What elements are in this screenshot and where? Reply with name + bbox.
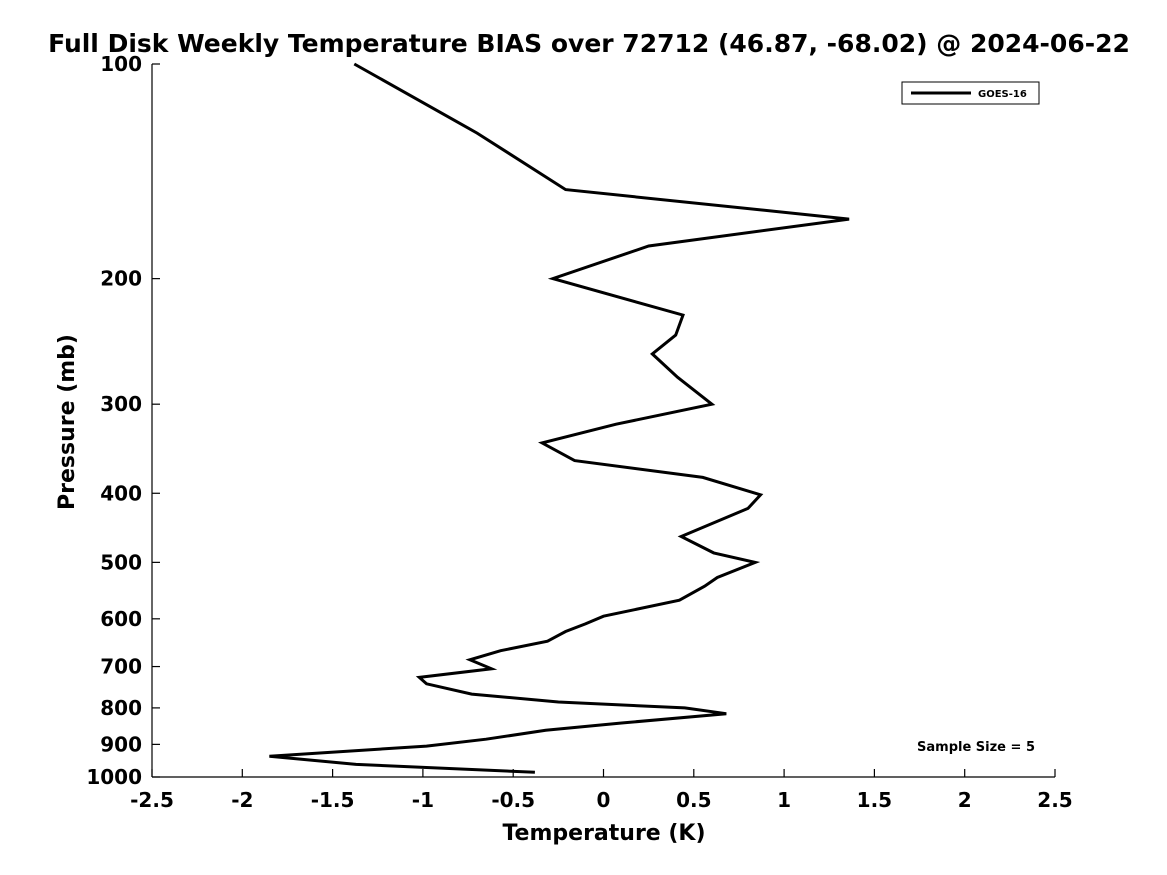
y-tick-label: 1000 — [86, 765, 142, 789]
x-tick-label: 1 — [777, 788, 791, 812]
series-layer — [269, 62, 850, 774]
plot-area — [152, 64, 1055, 777]
y-tick-label: 800 — [100, 696, 142, 720]
x-tick-label: -2 — [231, 788, 253, 812]
x-tick-label: 2.5 — [1037, 788, 1072, 812]
x-tick-label: 0 — [597, 788, 611, 812]
y-tick-label: 700 — [100, 655, 142, 679]
x-tick-label: -1.5 — [311, 788, 355, 812]
x-tick-label: 0.5 — [676, 788, 711, 812]
legend-label-goes-16: GOES-16 — [978, 89, 1027, 100]
y-tick-label: 600 — [100, 607, 142, 631]
x-tick-label: 2 — [958, 788, 972, 812]
y-tick-label: 400 — [100, 481, 142, 505]
x-tick-label: -0.5 — [491, 788, 535, 812]
y-tick-label: 900 — [100, 732, 142, 756]
legend: GOES-16 — [901, 81, 1040, 105]
x-axis: -2.5 -2 -1.5 -1 -0.5 0 0.5 1 1.5 2 2.5 — [130, 769, 1073, 812]
x-tick-label: -1 — [412, 788, 434, 812]
chart-title: Full Disk Weekly Temperature BIAS over 7… — [48, 29, 1130, 58]
sample-size-annotation: Sample Size = 5 — [917, 740, 1035, 755]
x-axis-label: Temperature (K) — [502, 821, 705, 846]
x-tick-label: -2.5 — [130, 788, 174, 812]
y-axis: 100 200 300 400 500 600 700 800 900 1000 — [86, 52, 160, 789]
y-tick-label: 100 — [100, 52, 142, 76]
y-tick-label: 500 — [100, 550, 142, 574]
y-axis-label: Pressure (mb) — [55, 334, 80, 510]
y-tick-label: 300 — [100, 392, 142, 416]
y-tick-label: 200 — [100, 267, 142, 291]
series-line-goes-16 — [269, 62, 850, 774]
x-tick-label: 1.5 — [857, 788, 892, 812]
